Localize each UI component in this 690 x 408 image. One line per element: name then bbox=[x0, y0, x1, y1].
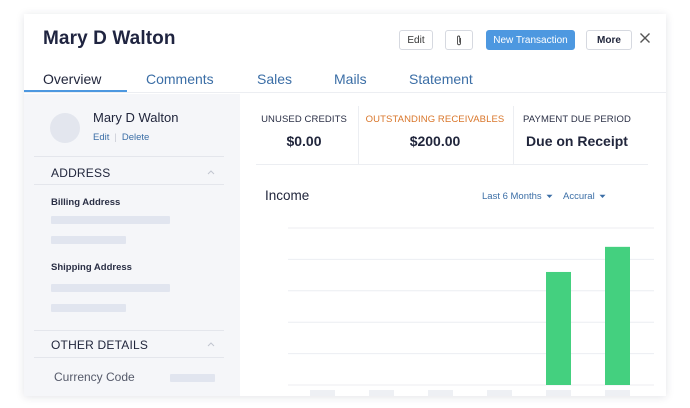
outstanding-receivables-metric: OUTSTANDING RECEIVABLES $200.00 bbox=[364, 114, 506, 149]
shipping-address-label: Shipping Address bbox=[51, 262, 132, 273]
billing-address-line-placeholder bbox=[51, 236, 126, 244]
basis-filter-label: Accural bbox=[563, 191, 595, 202]
customer-detail-panel: Mary D Walton Edit New Transaction More … bbox=[24, 14, 666, 396]
caret-down-icon bbox=[599, 194, 606, 198]
close-icon[interactable] bbox=[637, 29, 653, 47]
payment-due-period-metric: PAYMENT DUE PERIOD Due on Receipt bbox=[520, 114, 634, 149]
billing-address-label: Billing Address bbox=[51, 197, 121, 208]
currency-code-label: Currency Code bbox=[54, 370, 135, 384]
divider bbox=[34, 357, 224, 358]
divider bbox=[256, 164, 648, 165]
sidebar-customer-name: Mary D Walton bbox=[93, 110, 179, 125]
metric-label: UNUSED CREDITS bbox=[261, 114, 347, 125]
x-tick-label-placeholder bbox=[487, 390, 512, 396]
x-tick-label-placeholder bbox=[310, 390, 335, 396]
x-tick-label-placeholder bbox=[428, 390, 453, 396]
divider bbox=[358, 106, 359, 164]
address-heading[interactable]: ADDRESS bbox=[51, 166, 111, 180]
x-tick-label-placeholder bbox=[369, 390, 394, 396]
avatar bbox=[50, 113, 80, 143]
tab-sales[interactable]: Sales bbox=[257, 71, 293, 87]
paperclip-icon bbox=[457, 35, 461, 45]
metric-value: Due on Receipt bbox=[526, 133, 628, 149]
active-tab-indicator bbox=[24, 90, 127, 92]
divider bbox=[34, 330, 224, 331]
tab-divider bbox=[24, 92, 666, 93]
tab-mails[interactable]: Mails bbox=[334, 71, 367, 87]
metric-label: PAYMENT DUE PERIOD bbox=[523, 114, 631, 125]
sidebar-edit-link[interactable]: Edit bbox=[93, 132, 110, 143]
other-details-heading[interactable]: OTHER DETAILS bbox=[51, 338, 149, 352]
separator: | bbox=[114, 132, 117, 143]
customer-sidebar: Mary D Walton Edit | Delete ADDRESS Billin… bbox=[24, 94, 240, 396]
tab-bar: Overview Comments Sales Mails Statement bbox=[24, 70, 666, 94]
metric-label: OUTSTANDING RECEIVABLES bbox=[365, 114, 505, 125]
tab-statement[interactable]: Statement bbox=[409, 71, 473, 87]
period-filter-label: Last 6 Months bbox=[482, 191, 542, 202]
sidebar-actions: Edit | Delete bbox=[93, 132, 149, 143]
x-tick-label-placeholder bbox=[605, 390, 630, 396]
chevron-up-icon[interactable] bbox=[207, 169, 215, 177]
income-bar[interactable] bbox=[546, 271, 571, 385]
tab-overview[interactable]: Overview bbox=[43, 71, 102, 87]
x-tick-label-placeholder bbox=[546, 390, 571, 396]
sidebar-delete-link[interactable]: Delete bbox=[121, 132, 150, 143]
attach-button[interactable] bbox=[445, 30, 473, 50]
billing-address-line-placeholder bbox=[51, 216, 170, 224]
income-title: Income bbox=[265, 188, 310, 203]
more-button[interactable]: More bbox=[586, 30, 632, 50]
income-chart bbox=[288, 227, 654, 396]
overview-main: UNUSED CREDITS $0.00 OUTSTANDING RECEIVA… bbox=[240, 94, 666, 396]
shipping-address-line-placeholder bbox=[51, 304, 126, 312]
divider bbox=[513, 106, 514, 164]
divider bbox=[34, 184, 224, 185]
chevron-up-icon[interactable] bbox=[207, 341, 215, 349]
shipping-address-line-placeholder bbox=[51, 284, 170, 292]
metric-value: $0.00 bbox=[286, 133, 322, 149]
basis-filter-dropdown[interactable]: Accural bbox=[563, 191, 606, 202]
currency-code-value-placeholder bbox=[170, 374, 215, 382]
customer-title: Mary D Walton bbox=[43, 28, 176, 49]
unused-credits-metric: UNUSED CREDITS $0.00 bbox=[256, 114, 352, 149]
income-bar[interactable] bbox=[605, 246, 630, 385]
tab-comments[interactable]: Comments bbox=[146, 71, 214, 87]
divider bbox=[34, 156, 224, 157]
period-filter-dropdown[interactable]: Last 6 Months bbox=[482, 191, 553, 202]
new-transaction-button[interactable]: New Transaction bbox=[486, 30, 575, 50]
caret-down-icon bbox=[546, 194, 553, 198]
edit-button[interactable]: Edit bbox=[399, 30, 433, 50]
metric-value: $200.00 bbox=[409, 133, 461, 149]
